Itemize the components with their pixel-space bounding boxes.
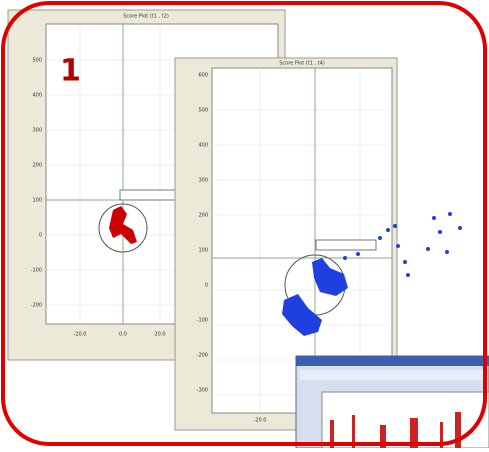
x-tick-label: -20.0	[74, 332, 87, 338]
y-tick-label: -100	[197, 318, 208, 324]
y-tick-label: 200	[32, 163, 42, 169]
app-thumbnail	[296, 356, 489, 448]
tooltip	[120, 190, 178, 200]
y-tick-label: -300	[197, 388, 208, 394]
x-tick-label: 0.0	[119, 332, 127, 338]
y-tick-label: 500	[198, 108, 208, 114]
y-tick-label: 400	[32, 93, 42, 99]
y-tick-label: 300	[32, 128, 42, 134]
y-tick-label: 200	[198, 213, 208, 219]
y-tick-label: 0	[205, 283, 208, 289]
y-tick-label: 600	[198, 73, 208, 79]
x-tick-label: 20.0	[154, 332, 165, 338]
app-content	[322, 392, 489, 448]
step-badge: 1	[60, 54, 81, 89]
y-tick-label: 500	[32, 58, 42, 64]
window-title: Score Plot (t1 , t2)	[123, 14, 169, 20]
tooltip	[316, 240, 376, 250]
app-titlebar	[296, 356, 489, 366]
y-tick-label: 300	[198, 178, 208, 184]
y-tick-label: 400	[198, 143, 208, 149]
y-tick-label: 0	[39, 233, 42, 239]
y-tick-label: 100	[32, 198, 42, 204]
screenshot: Score Plot (t1 , t2) 500 400 300 200 100 0 -100…	[0, 0, 489, 448]
y-tick-label: 100	[198, 248, 208, 254]
y-tick-label: -200	[197, 353, 208, 359]
y-tick-label: -100	[31, 268, 42, 274]
x-tick-label: -20.0	[254, 418, 267, 424]
y-tick-label: -200	[31, 303, 42, 309]
app-toolbar	[300, 370, 485, 380]
window-title: Score Plot (t1 , t4)	[279, 61, 325, 67]
